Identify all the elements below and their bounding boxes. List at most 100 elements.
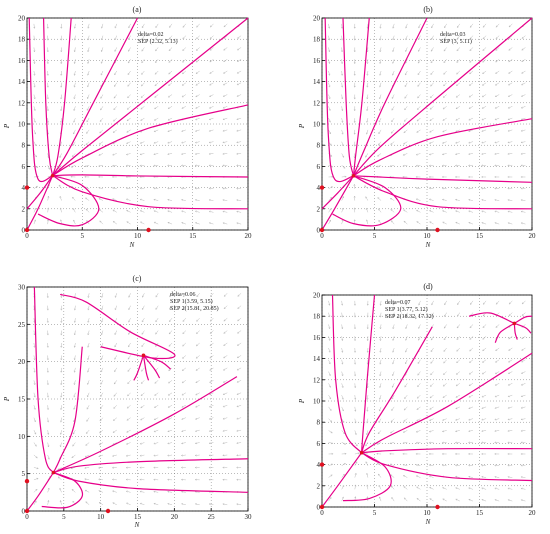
field-arrow [223,70,228,74]
field-arrowhead [46,296,49,298]
field-arrowhead [34,208,37,210]
field-arrowhead [195,466,197,469]
field-arrow [139,153,145,155]
field-arrowhead [482,72,485,75]
field-arrowhead [341,62,343,64]
field-arrow [167,188,173,190]
y-tick-label: 0 [317,227,321,235]
field-arrowhead [341,85,344,88]
field-arrowhead [520,118,523,121]
field-arrowhead [100,61,103,64]
field-arrow [236,404,242,407]
field-arrow [341,153,345,158]
field-arrowhead [208,187,211,190]
field-arrowhead [455,187,457,190]
field-arrowhead [182,332,185,335]
field-arrow [508,371,513,374]
field-arrow [481,406,487,409]
field-arrowhead [222,164,225,167]
field-arrowhead [430,373,433,376]
field-arrow [495,383,500,386]
field-arrowhead [196,48,198,51]
field-arrow [328,47,330,52]
field-arrowhead [390,131,393,134]
field-arrow [209,129,214,132]
field-arrow [100,94,104,99]
field-arrow [456,35,461,40]
field-arrowhead [236,503,239,506]
field-arrowhead [495,48,498,51]
field-arrow [376,164,382,168]
field-arrow [182,82,186,86]
field-arrow [140,117,145,121]
field-arrowhead [34,432,37,435]
field-arrow [209,355,214,359]
field-arrowhead [181,130,184,132]
field-arrowhead [495,372,497,375]
field-arrow [222,404,228,408]
field-arrowhead [390,197,392,200]
field-arrowhead [141,345,144,347]
boundary-equilibrium-point [319,462,325,467]
field-arrowhead [377,463,379,465]
field-arrow [99,429,104,434]
field-arrow [98,187,104,190]
sep-point [51,470,56,475]
field-arrowhead [403,486,406,489]
field-arrow [195,355,200,359]
field-arrowhead [341,120,344,123]
field-arrow [153,454,159,456]
y-tick-label: 20 [313,15,321,23]
field-arrowhead [379,397,381,400]
field-arrowhead [494,210,497,213]
field-arrowhead [86,419,89,422]
field-arrowhead [167,454,170,457]
field-arrow [236,429,242,432]
field-arrow [223,94,228,97]
field-arrow [455,383,460,387]
field-arrowhead [141,26,144,28]
field-arrow [481,394,487,398]
field-arrowhead [377,154,380,157]
field-arrow [195,367,200,371]
field-arrow [404,94,408,99]
field-arrowhead [222,466,225,469]
field-arrowhead [48,167,50,170]
field-arrow [140,503,145,506]
field-arrow [328,497,332,502]
field-arrowhead [167,221,170,224]
field-arrowhead [378,208,380,211]
field-arrow [495,300,500,305]
field-arrowhead [168,393,170,396]
trajectory-curve [52,104,249,177]
field-arrow [354,395,356,400]
field-arrowhead [36,467,39,470]
field-arrow [431,312,434,317]
field-arrow [98,164,104,167]
field-arrowhead [329,385,331,388]
field-arrow [100,106,104,111]
field-arrow [74,70,76,76]
field-arrow [236,117,242,120]
field-arrowhead [442,441,444,444]
field-arrowhead [353,109,356,111]
field-arrow [481,129,487,132]
field-arrow [481,430,487,432]
field-arrowhead [87,370,90,373]
field-arrowhead [443,72,446,75]
field-arrowhead [47,445,50,448]
field-arrow [482,347,487,352]
field-arrow [341,485,345,490]
field-arrowhead [181,417,184,420]
field-arrow [455,153,460,155]
field-arrow [85,501,90,505]
field-arrowhead [341,386,344,388]
field-arrow [113,117,117,122]
x-tick-label: 10 [134,232,142,240]
field-arrowhead [153,221,156,224]
field-arrowhead [167,442,170,445]
field-arrow [101,318,104,323]
field-arrowhead [168,369,171,372]
field-arrowhead [495,72,498,74]
field-arrowhead [379,97,381,99]
